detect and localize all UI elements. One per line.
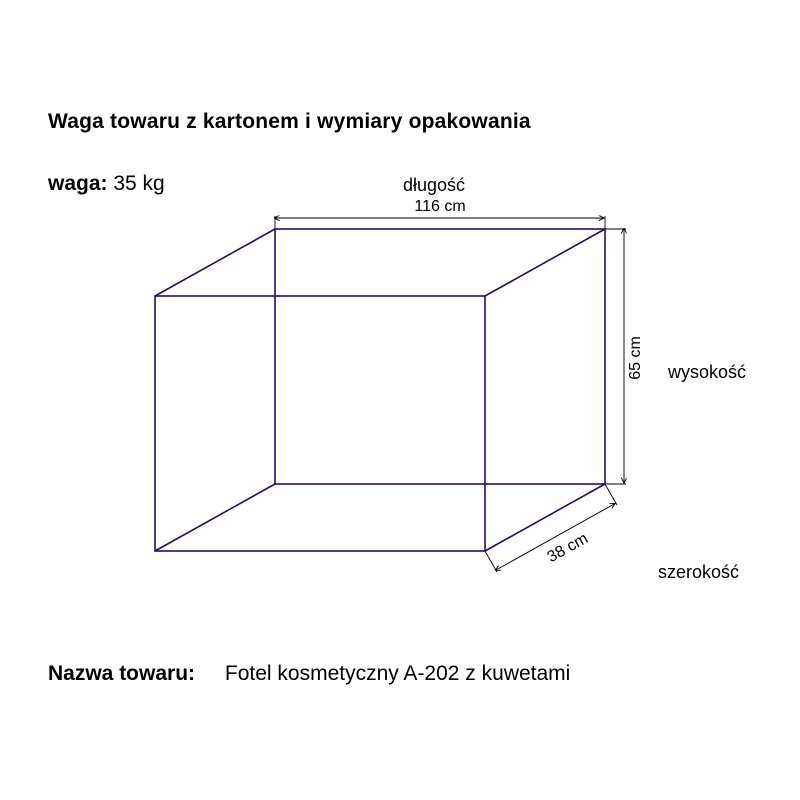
dim-height-value: 65 cm — [627, 336, 644, 380]
cube-edge-tr — [485, 229, 605, 296]
dim-width-value: 38 cm — [545, 530, 591, 566]
dim-length-value: 116 cm — [414, 198, 465, 215]
dim-width-ext-f — [485, 551, 497, 572]
dim-width-ext-b — [605, 484, 617, 505]
cube-edge-tl — [155, 229, 275, 296]
cube-edge-bl — [155, 484, 275, 551]
product-value: Fotel kosmetyczny A-202 z kuwetami — [225, 662, 570, 685]
cube-front-face — [155, 296, 485, 551]
product-label: Nazwa towaru: — [48, 662, 195, 685]
cube-back-face — [275, 229, 605, 484]
product-line: Nazwa towaru: Fotel kosmetyczny A-202 z … — [48, 662, 570, 686]
